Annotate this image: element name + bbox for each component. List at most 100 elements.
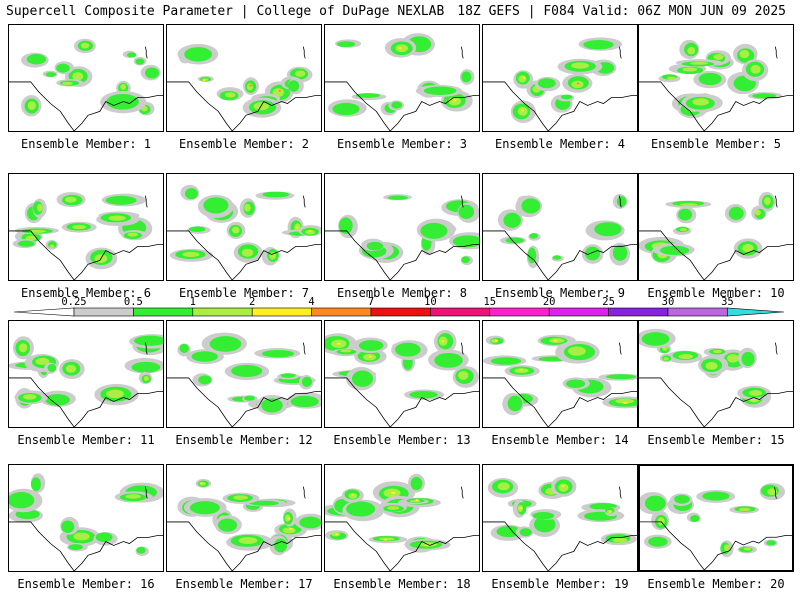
scp-contour: [461, 71, 472, 83]
scp-contour: [568, 346, 586, 356]
member-panel[interactable]: Ensemble Member: 4: [482, 24, 638, 156]
scp-contour: [560, 94, 573, 100]
island-outline: [774, 46, 778, 59]
scp-contour: [61, 81, 73, 85]
scp-contour: [713, 53, 724, 60]
member-panel[interactable]: Ensemble Member: 9: [482, 173, 638, 305]
scp-contour: [355, 93, 381, 98]
scp-contour: [358, 340, 384, 352]
member-map: [166, 464, 322, 572]
scp-contour: [224, 92, 236, 98]
member-panel[interactable]: Ensemble Member: 2: [166, 24, 322, 156]
scp-contour: [244, 203, 251, 212]
member-caption: Ensemble Member: 1: [20, 137, 152, 151]
member-caption: Ensemble Member: 7: [178, 286, 310, 300]
scp-contour: [398, 47, 402, 50]
member-panel[interactable]: Ensemble Member: 11: [8, 320, 164, 452]
legend-swatch: [311, 307, 372, 317]
legend-tick-label: 30: [662, 296, 675, 308]
member-panel[interactable]: Ensemble Member: 6: [8, 173, 164, 305]
member-panel[interactable]: Ensemble Member: 7: [166, 173, 322, 305]
scp-contour: [274, 538, 288, 553]
scp-contour: [17, 240, 35, 247]
member-map: [8, 24, 164, 132]
scp-contour: [182, 251, 200, 258]
member-panel[interactable]: Ensemble Member: 13: [324, 320, 480, 452]
scp-contour: [520, 109, 524, 112]
scp-contour: [527, 247, 537, 264]
scp-contour: [682, 67, 698, 72]
member-panel[interactable]: Ensemble Member: 17: [166, 464, 322, 596]
scp-contour: [47, 364, 57, 372]
legend-swatch: [727, 307, 785, 317]
scp-contour: [305, 229, 316, 235]
scp-contour: [423, 86, 457, 95]
scp-contour: [395, 342, 421, 357]
member-panel[interactable]: Ensemble Member: 1: [8, 24, 164, 156]
scp-contour: [108, 215, 126, 221]
member-map: [638, 464, 794, 572]
scp-contour: [678, 353, 694, 360]
coastline: [167, 230, 321, 280]
scp-contour: [135, 58, 145, 65]
member-caption: Ensemble Member: 5: [650, 137, 782, 151]
scp-contour: [287, 80, 300, 92]
member-panel[interactable]: Ensemble Member: 18: [324, 464, 480, 596]
scp-contour: [308, 230, 312, 233]
coastline: [9, 377, 163, 427]
scp-contour: [490, 357, 522, 365]
coastline: [483, 81, 637, 131]
scp-contour: [351, 370, 374, 387]
member-panel[interactable]: Ensemble Member: 10: [638, 173, 794, 305]
member-caption: Ensemble Member: 15: [647, 433, 785, 447]
scp-contour: [612, 244, 628, 261]
scp-contour: [644, 495, 666, 512]
color-legend: 0.25 0.5 1 2 4 7 10 15 20 25 30 35: [14, 296, 785, 317]
member-panel[interactable]: Ensemble Member: 3: [324, 24, 480, 156]
scp-contour: [61, 520, 75, 533]
scp-contour: [441, 340, 445, 343]
member-map: [166, 173, 322, 281]
island-outline: [618, 342, 622, 355]
scp-contour: [519, 528, 532, 537]
member-map: [324, 173, 480, 281]
member-panel[interactable]: Ensemble Member: 8: [324, 173, 480, 305]
scp-contour: [519, 368, 523, 371]
member-caption: Ensemble Member: 12: [175, 433, 313, 447]
member-panel[interactable]: Ensemble Member: 12: [166, 320, 322, 452]
coastline: [483, 521, 637, 571]
scp-contour: [336, 342, 341, 345]
scp-contour: [280, 373, 296, 378]
scp-contour: [648, 536, 668, 547]
member-panel[interactable]: Ensemble Member: 15: [638, 320, 794, 452]
scp-contour: [754, 209, 761, 216]
scp-contour: [261, 350, 295, 358]
scp-contour: [350, 493, 354, 496]
scp-contour: [766, 540, 776, 546]
scp-contour: [457, 371, 469, 380]
scp-contour: [594, 222, 622, 237]
member-panel[interactable]: Ensemble Member: 20: [638, 464, 794, 596]
scp-contour: [368, 355, 372, 358]
scp-contour: [346, 501, 376, 517]
scp-contour: [184, 188, 198, 200]
member-panel[interactable]: Ensemble Member: 5: [638, 24, 794, 156]
scp-contour: [238, 537, 258, 544]
scp-contour: [68, 544, 83, 551]
scp-contour: [49, 244, 55, 249]
member-panel[interactable]: Ensemble Member: 19: [482, 464, 638, 596]
scp-contour: [179, 343, 189, 354]
scp-contour: [127, 52, 137, 58]
coastline: [639, 377, 793, 427]
scp-contour: [503, 212, 521, 228]
scp-contour: [667, 76, 676, 80]
member-map: [166, 24, 322, 132]
legend-tick-label: 1: [190, 296, 196, 308]
scp-contour: [409, 499, 421, 503]
member-panel[interactable]: Ensemble Member: 16: [8, 464, 164, 596]
legend-swatch: [251, 307, 312, 317]
scp-contour: [434, 352, 463, 368]
member-caption: Ensemble Member: 8: [336, 286, 468, 300]
member-map: [166, 320, 322, 428]
member-panel[interactable]: Ensemble Member: 14: [482, 320, 638, 452]
